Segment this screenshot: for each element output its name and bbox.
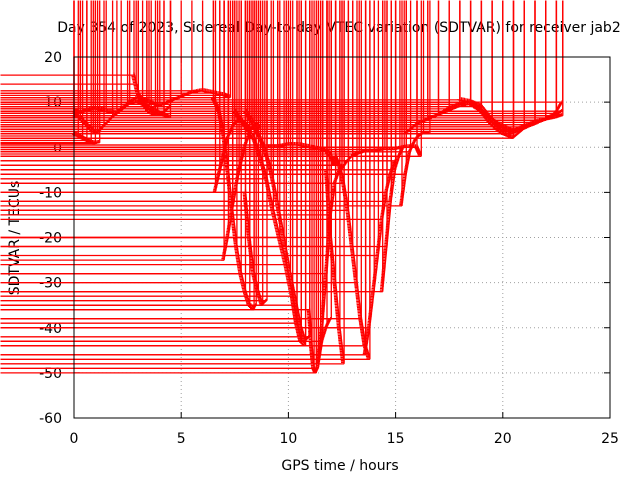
data-point	[0, 0, 547, 121]
data-point	[0, 0, 328, 275]
data-trace-segment	[167, 95, 181, 103]
data-point	[0, 0, 215, 99]
data-trace-segment	[246, 234, 255, 273]
y-tick-label: -10	[39, 185, 62, 201]
data-point	[0, 0, 232, 99]
data-trace-segment	[358, 315, 366, 345]
data-point	[0, 0, 131, 106]
x-tick-label: 5	[177, 431, 186, 447]
data-point	[0, 0, 225, 261]
data-point	[0, 0, 135, 76]
data-point	[0, 0, 384, 293]
series-arc-22	[0, 0, 564, 139]
data-trace-segment	[349, 243, 358, 282]
data-point	[0, 0, 300, 146]
data-point	[0, 0, 75, 112]
x-tick-label: 20	[494, 431, 512, 447]
data-point	[0, 0, 150, 103]
data-trace-segment	[414, 117, 428, 126]
data-point	[0, 0, 412, 153]
y-tick-label: 20	[44, 50, 62, 66]
x-tick-label: 10	[279, 431, 297, 447]
data-point	[0, 0, 247, 293]
data-point	[0, 0, 388, 248]
x-tick-label: 15	[387, 431, 405, 447]
data-trace-segment	[424, 113, 438, 121]
data-trace-segment	[336, 324, 345, 363]
data-point	[0, 0, 238, 248]
data-trace-segment	[345, 207, 354, 246]
data-point	[0, 0, 236, 112]
data-point	[0, 0, 287, 266]
y-tick-label: -50	[39, 366, 62, 382]
data-point	[0, 0, 345, 184]
data-point	[0, 0, 504, 135]
data-point	[0, 0, 75, 117]
series-arc-18	[0, 0, 405, 293]
y-tick-label: -60	[39, 411, 62, 427]
data-point	[0, 0, 137, 85]
data-point	[0, 0, 341, 166]
data-trace-segment	[354, 279, 362, 318]
data-point	[0, 0, 332, 216]
data-point	[0, 0, 247, 112]
data-point	[0, 0, 525, 130]
y-tick-label: -30	[39, 276, 62, 292]
data-point	[0, 0, 129, 106]
data-trace-segment	[178, 90, 192, 99]
data-point	[0, 0, 82, 115]
data-points	[0, 0, 564, 374]
data-point	[0, 0, 101, 144]
data-point	[0, 0, 483, 112]
data-point	[0, 0, 358, 284]
x-tick-label: 0	[70, 431, 79, 447]
x-tick-label: 25	[601, 431, 619, 447]
data-point	[0, 0, 564, 103]
data-point	[0, 0, 401, 157]
data-trace-segment	[233, 243, 242, 273]
data-point	[0, 0, 332, 320]
data-point	[0, 0, 403, 207]
data-point	[0, 0, 311, 311]
data-point	[0, 0, 193, 94]
data-point	[0, 0, 371, 329]
y-tick-label: -40	[39, 321, 62, 337]
data-point	[0, 0, 139, 94]
data-point	[0, 0, 558, 115]
chart-title: Day 354 of 2023, Sidereal Day-to-day VTE…	[57, 20, 620, 36]
data-point	[0, 0, 139, 103]
data-point	[0, 0, 564, 112]
data-point	[0, 0, 139, 99]
data-point	[0, 0, 320, 365]
data-point	[0, 0, 354, 248]
data-point	[0, 0, 392, 203]
x-axis-label: GPS time / hours	[281, 458, 398, 474]
data-point	[0, 0, 558, 117]
data-trace-segment	[407, 136, 418, 153]
data-point	[0, 0, 461, 101]
data-point	[0, 0, 380, 257]
data-trace-segment	[270, 207, 281, 237]
data-point	[0, 0, 564, 117]
plot-frame	[73, 56, 611, 419]
data-trace-segment	[435, 108, 449, 117]
data-point	[0, 0, 204, 92]
y-tick-label: 0	[53, 140, 62, 156]
data-point	[0, 0, 515, 139]
data-point	[0, 0, 172, 103]
data-point	[0, 0, 536, 126]
y-tick-label: -20	[39, 231, 62, 247]
data-point	[0, 0, 367, 356]
series-arc-5	[0, 0, 257, 311]
